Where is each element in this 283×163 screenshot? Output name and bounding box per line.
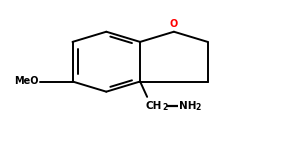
- Text: 2: 2: [195, 103, 200, 112]
- Text: O: O: [170, 19, 178, 30]
- Text: 2: 2: [162, 103, 167, 112]
- Text: NH: NH: [179, 101, 196, 111]
- Text: CH: CH: [146, 101, 162, 111]
- Text: MeO: MeO: [14, 76, 39, 87]
